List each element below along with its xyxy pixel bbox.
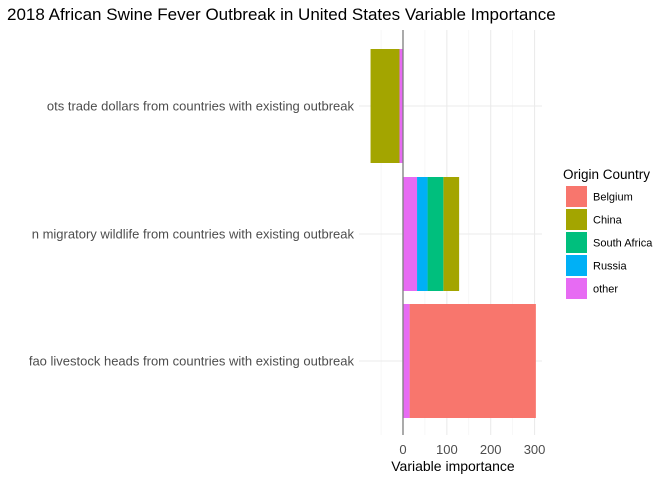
x-tick-label: 300 — [524, 442, 546, 457]
bar-segment-other — [403, 304, 410, 418]
y-category-label: ots trade dollars from countries with ex… — [47, 99, 355, 114]
legend-key — [566, 232, 587, 253]
x-tick-label: 100 — [436, 442, 458, 457]
legend-label: China — [593, 215, 623, 227]
bar-segment-other — [403, 177, 418, 291]
axes: 0 100 200 300 ots trade dollars from countri… — [29, 30, 546, 457]
legend-label: South Africa — [593, 238, 653, 250]
legend-label: other — [593, 284, 618, 296]
bar-segment-south-africa — [427, 177, 444, 291]
legend-label: Russia — [593, 261, 628, 273]
x-axis-title: Variable importance — [391, 458, 515, 474]
legend: Origin Country Belgium China South Africa R… — [563, 167, 653, 299]
legend-label: Belgium — [593, 192, 633, 204]
legend-key — [566, 278, 587, 299]
bar-segment-china — [443, 177, 460, 291]
legend-key — [566, 186, 587, 207]
bar-segment-belgium — [409, 304, 536, 418]
y-category-label: n migratory wildlife from countries with… — [32, 227, 355, 242]
chart-title: 2018 African Swine Fever Outbreak in Uni… — [7, 5, 556, 24]
legend-key — [566, 209, 587, 230]
legend-title: Origin Country — [563, 167, 650, 182]
bars — [370, 49, 536, 418]
bar-segment-russia — [417, 177, 428, 291]
x-tick-label: 200 — [480, 442, 502, 457]
legend-key — [566, 255, 587, 276]
bar-segment-other — [399, 49, 403, 163]
y-category-label: fao livestock heads from countries with … — [29, 354, 355, 369]
bar-segment-china — [370, 49, 400, 163]
x-tick-label: 0 — [399, 442, 406, 457]
